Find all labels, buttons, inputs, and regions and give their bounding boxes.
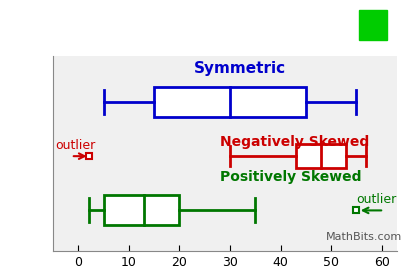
Text: Negatively Skewed: Negatively Skewed bbox=[220, 134, 369, 148]
Text: Symmetric: Symmetric bbox=[194, 61, 286, 76]
Text: outlier: outlier bbox=[357, 193, 397, 206]
FancyBboxPatch shape bbox=[154, 87, 306, 117]
Text: Positively Skewed: Positively Skewed bbox=[220, 170, 362, 184]
Bar bbox=[359, 10, 387, 40]
FancyBboxPatch shape bbox=[296, 144, 346, 168]
Text: MathBits.com: MathBits.com bbox=[326, 232, 402, 242]
Text: NORMAL  FLOAT  AUTO  REAL  RADIAN  MP: NORMAL FLOAT AUTO REAL RADIAN MP bbox=[12, 18, 350, 33]
Bar bbox=[388, 18, 395, 32]
Text: outlier: outlier bbox=[56, 139, 96, 152]
FancyBboxPatch shape bbox=[104, 196, 180, 225]
Bar bbox=[358, 9, 388, 42]
